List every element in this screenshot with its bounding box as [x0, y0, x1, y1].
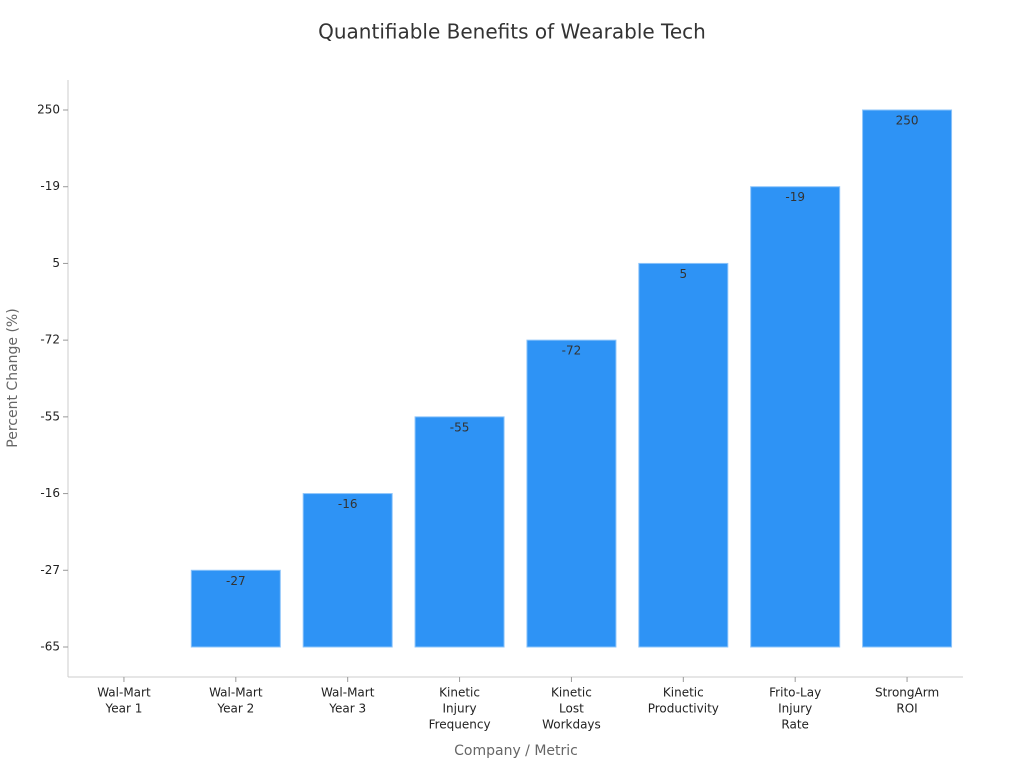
x-tick-label: Productivity	[648, 702, 719, 716]
bar	[190, 569, 281, 648]
y-tick-label: -55	[40, 409, 60, 423]
value-label: 5	[679, 267, 687, 281]
value-label: -16	[338, 497, 358, 511]
bar	[526, 339, 617, 648]
x-tick-label: Lost	[559, 702, 584, 716]
value-label: 250	[896, 114, 919, 128]
x-tick-label: Wal-Mart	[97, 686, 151, 700]
x-tick-label: Frito-Lay	[769, 686, 821, 700]
x-tick-label: Year 2	[216, 702, 254, 716]
y-tick-label: -19	[40, 179, 60, 193]
x-tick-label: Wal-Mart	[209, 686, 263, 700]
x-tick-label: StrongArm	[875, 686, 939, 700]
bar	[750, 186, 841, 648]
x-tick-label: Injury	[443, 702, 477, 716]
bar	[638, 262, 729, 648]
y-tick-label: 250	[37, 103, 60, 117]
y-tick-label: -27	[40, 563, 60, 577]
chart-title: Quantifiable Benefits of Wearable Tech	[318, 20, 706, 44]
bar	[302, 493, 393, 648]
x-tick-label: Kinetic	[551, 686, 592, 700]
x-tick-label: Kinetic	[663, 686, 704, 700]
x-tick-label: Year 1	[105, 702, 143, 716]
x-tick-label: Year 3	[328, 702, 366, 716]
value-label: -19	[785, 190, 805, 204]
x-tick-label: Rate	[781, 718, 809, 732]
y-axis-title: Percent Change (%)	[5, 308, 21, 447]
bar	[862, 109, 953, 648]
value-label: -27	[226, 574, 246, 588]
y-tick-label: 5	[52, 256, 60, 270]
y-tick-label: -65	[40, 640, 60, 654]
x-tick-label: Wal-Mart	[321, 686, 375, 700]
bar	[414, 416, 505, 648]
x-tick-label: ROI	[896, 702, 917, 716]
value-label: -72	[562, 344, 582, 358]
x-tick-label: Frequency	[429, 718, 491, 732]
y-tick-label: -72	[40, 333, 60, 347]
x-axis-title: Company / Metric	[454, 743, 578, 759]
y-tick-label: -16	[40, 486, 60, 500]
x-tick-label: Injury	[778, 702, 812, 716]
x-tick-label: Kinetic	[439, 686, 480, 700]
x-tick-label: Workdays	[542, 718, 601, 732]
value-label: -55	[450, 420, 470, 434]
